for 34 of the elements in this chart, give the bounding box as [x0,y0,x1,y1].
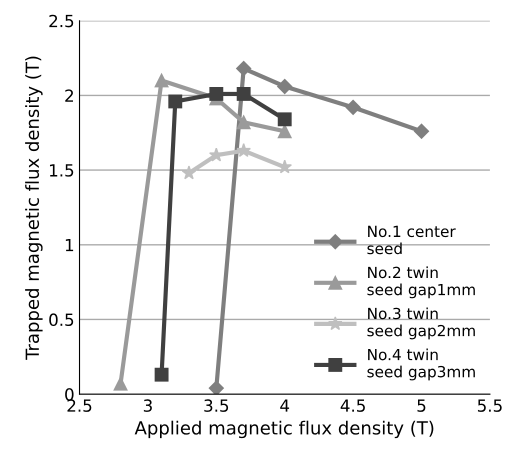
x-tick-label: 4.5 [340,400,365,412]
x-tick-label: 5.5 [478,400,502,412]
point [346,100,361,115]
point [182,165,196,180]
y-tick-label: 1.5 [50,164,74,177]
point [278,124,292,138]
x-tick-label: 4 [280,400,290,412]
point [236,115,251,130]
y-tick-label: 1 [66,238,74,252]
point [414,124,430,139]
point [208,380,224,394]
x-tick-label: 5 [418,400,426,412]
point [278,112,292,126]
y-tick-label: 2.5 [49,14,74,28]
point [154,368,169,382]
point [277,78,292,94]
point [154,74,169,88]
point [114,376,128,391]
point [236,143,251,158]
point [236,86,251,101]
legend-label: No.3 twin seed gap2mm [367,307,475,340]
point [168,94,182,108]
x-tick-label: 3.5 [204,399,228,412]
legend-label: No.2 twin seed gap1mm [367,266,475,298]
y-tick-label: 2 [65,89,73,102]
x-axis-title: Applied magnetic flux density (T) [134,420,434,438]
legend-label: No.4 twin seed gap3mm [367,348,475,380]
point [209,86,224,101]
y-axis-title: Trapped magnetic flux density (T) [25,56,43,360]
point [236,60,252,76]
point [209,148,224,162]
x-tick-label: 3 [144,399,152,412]
legend-label: No.1 center seed [367,226,456,254]
y-tick-label: 0.5 [49,313,74,326]
